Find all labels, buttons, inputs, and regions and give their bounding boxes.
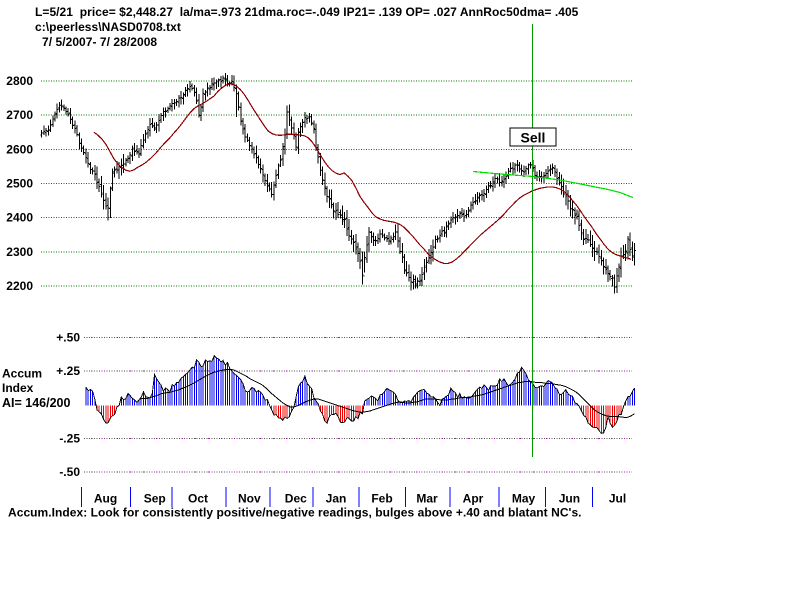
svg-text:Feb: Feb <box>371 492 392 506</box>
svg-text:2800: 2800 <box>6 74 33 88</box>
svg-text:2500: 2500 <box>6 177 33 191</box>
svg-text:May: May <box>512 492 536 506</box>
svg-text:Sep: Sep <box>144 492 166 506</box>
svg-text:Accum.Index: Look for consiste: Accum.Index: Look for consistently posit… <box>8 506 582 520</box>
svg-text:Jun: Jun <box>559 492 580 506</box>
svg-text:Aug: Aug <box>94 492 117 506</box>
svg-text:+.50: +.50 <box>56 331 80 345</box>
svg-text:Jul: Jul <box>609 492 626 506</box>
svg-text:-.25: -.25 <box>59 432 80 446</box>
svg-text:Apr: Apr <box>463 492 484 506</box>
svg-text:Mar: Mar <box>416 492 438 506</box>
svg-text:Sell: Sell <box>521 130 546 146</box>
svg-text:Dec: Dec <box>285 492 307 506</box>
svg-text:2600: 2600 <box>6 142 33 156</box>
svg-text:Jan: Jan <box>326 492 347 506</box>
svg-text:7/ 5/2007- 7/ 28/2008: 7/ 5/2007- 7/ 28/2008 <box>42 35 157 49</box>
svg-text:2700: 2700 <box>6 108 33 122</box>
svg-text:c:\peerless\NASD0708.txt: c:\peerless\NASD0708.txt <box>35 20 181 34</box>
svg-text:Oct: Oct <box>188 492 208 506</box>
svg-text:2200: 2200 <box>6 279 33 293</box>
svg-text:Accum: Accum <box>2 367 42 381</box>
svg-text:-.50: -.50 <box>59 465 80 479</box>
svg-text:2300: 2300 <box>6 245 33 259</box>
svg-text:Index: Index <box>2 381 34 395</box>
svg-text:AI= 146/200: AI= 146/200 <box>2 396 71 410</box>
svg-text:Nov: Nov <box>238 492 261 506</box>
svg-text:2400: 2400 <box>6 211 33 225</box>
svg-text:L=5/21 price= $2,448.27 la/m: L=5/21 price= $2,448.27 la/ma=.973 21dma… <box>35 5 579 19</box>
svg-text:+.25: +.25 <box>56 364 80 378</box>
